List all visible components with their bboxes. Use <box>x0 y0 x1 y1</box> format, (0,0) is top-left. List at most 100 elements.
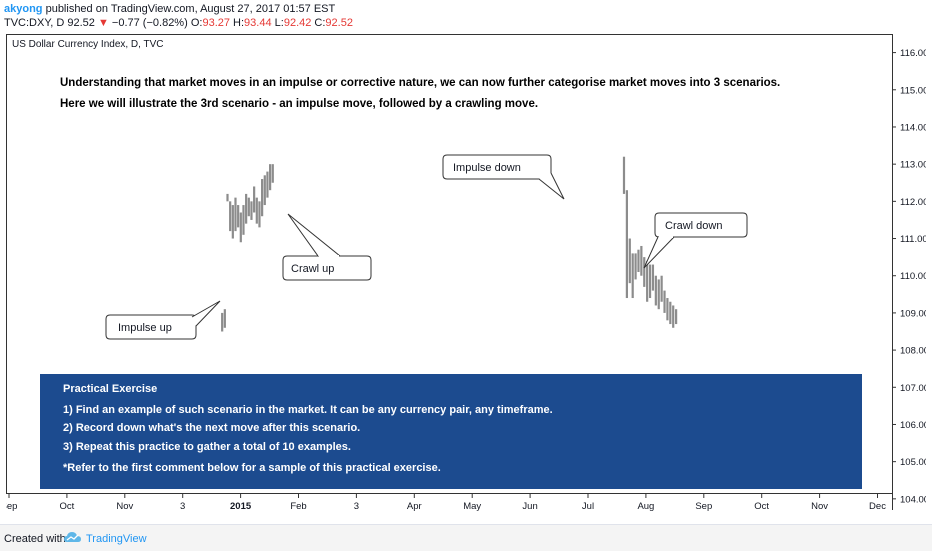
practical-exercise-box: Practical Exercise 1) Find an example of… <box>40 374 862 489</box>
exercise-background <box>40 374 862 489</box>
price-bar <box>675 309 678 325</box>
callout-crawl-down-text: Crawl down <box>665 220 722 232</box>
author-link[interactable]: akyong <box>4 3 43 15</box>
y-tick-label: 116.00 <box>900 48 926 59</box>
price-bar <box>640 245 643 276</box>
series-impulse-up-bars <box>221 164 274 332</box>
price-bar <box>221 312 224 332</box>
symbol-line: TVC:DXY, D 92.52 ▼ −0.77 (−0.82%) O:93.2… <box>4 17 353 29</box>
price-bar <box>226 193 229 202</box>
exercise-line-4: *Refer to the first comment below for a … <box>63 462 441 474</box>
price-bar <box>622 156 626 194</box>
price-bar <box>247 197 250 217</box>
price-bar <box>643 257 646 287</box>
price-bar <box>648 264 652 299</box>
price-bar <box>666 298 669 321</box>
price-bar <box>253 186 256 213</box>
price-chart[interactable]: US Dollar Currency Index, D, TVC Underst… <box>1 34 929 524</box>
price-bar <box>628 238 631 284</box>
exercise-line-2: 2) Record down what's the next move afte… <box>63 422 360 434</box>
price-bar <box>625 190 628 299</box>
price-bar <box>651 264 655 291</box>
price-bar <box>654 275 657 306</box>
high-label: H: <box>233 17 245 29</box>
series-impulse-down-bars <box>622 156 678 328</box>
y-tick-label: 106.00 <box>900 420 926 431</box>
x-tick-label: 3 <box>354 501 359 512</box>
low-label: L: <box>274 17 284 29</box>
price-bar <box>646 260 649 302</box>
y-tick-label: 115.00 <box>900 85 926 96</box>
low-value: 92.42 <box>283 17 312 29</box>
x-tick-label: 3 <box>180 501 185 512</box>
headline-2: Here we will illustrate the 3rd scenario… <box>60 98 538 110</box>
y-tick-label: 113.00 <box>900 160 926 171</box>
price-bar <box>237 205 240 228</box>
close-value: 92.52 <box>325 17 353 29</box>
price-bar <box>269 164 272 191</box>
callout-crawl-down: Crawl down <box>643 212 748 269</box>
y-tick-label: 111.00 <box>900 234 926 245</box>
y-axis[interactable]: 116.00 115.00 114.00 113.00 112.00 111.00 110.… <box>892 48 929 505</box>
x-tick-label: 2015 <box>230 501 252 512</box>
headline-1: Understanding that market moves in an im… <box>60 77 780 89</box>
y-tick-label: 104.00 <box>900 494 926 505</box>
down-arrow-icon: ▼ <box>97 17 109 29</box>
x-tick-label: Oct <box>754 501 769 512</box>
price-bar <box>663 290 666 313</box>
price-bar <box>634 253 637 280</box>
price-bar <box>258 201 261 228</box>
publish-line: akyong published on TradingView.com, Aug… <box>4 3 335 15</box>
price-bar <box>672 305 675 328</box>
x-tick-label: Apr <box>407 501 422 512</box>
price-bar <box>239 212 242 243</box>
open-value: 93.27 <box>202 17 230 29</box>
exercise-title: Practical Exercise <box>63 383 157 395</box>
y-tick-label: 110.00 <box>900 271 926 282</box>
chart-area[interactable]: US Dollar Currency Index, D, TVC Underst… <box>1 34 929 524</box>
y-tick-label: 107.00 <box>900 383 926 394</box>
callout-impulse-up: Impulse up <box>105 300 221 340</box>
price-bar <box>631 253 634 299</box>
footer-bar: Created with TradingView <box>0 524 932 551</box>
price-bar <box>660 275 663 302</box>
x-tick-label: Sep <box>695 501 712 512</box>
y-tick-label: 109.00 <box>900 308 926 319</box>
price-bar <box>261 179 264 217</box>
published-text: published on TradingView.com, August 27,… <box>45 3 336 15</box>
open-label: O: <box>190 17 203 29</box>
symbol-name[interactable]: TVC:DXY, D <box>4 17 65 29</box>
x-axis[interactable]: Sep Oct Nov 3 2015 Feb 3 Apr May Jun Jul Aug Sep Oct N… <box>1 493 892 513</box>
high-value: 93.44 <box>244 17 272 29</box>
x-tick-label: May <box>463 501 481 512</box>
y-tick-label: 112.00 <box>900 197 926 208</box>
exercise-line-3: 3) Repeat this practice to gather a tota… <box>63 441 351 453</box>
chart-title: US Dollar Currency Index, D, TVC <box>12 39 164 50</box>
price-bar <box>231 205 234 239</box>
tradingview-cloud-icon <box>64 532 81 542</box>
price-bar <box>242 205 245 235</box>
price-bar <box>255 197 258 224</box>
last-price: 92.52 <box>67 17 95 29</box>
x-tick-label: Aug <box>637 501 654 512</box>
x-tick-label: Nov <box>116 501 133 512</box>
x-tick-label: Sep <box>6 501 17 512</box>
close-label: C: <box>314 17 326 29</box>
x-tick-label: Dec <box>869 501 886 512</box>
callout-crawl-up: Crawl up <box>282 213 372 281</box>
callout-impulse-down-text: Impulse down <box>453 162 521 174</box>
price-bar <box>637 249 640 272</box>
exercise-line-1: 1) Find an example of such scenario in t… <box>63 404 553 416</box>
price-bar <box>234 197 237 232</box>
x-tick-label: Feb <box>290 501 306 512</box>
price-bar <box>245 193 248 224</box>
price-bar <box>229 201 232 232</box>
tradingview-brand-link[interactable]: TradingView <box>86 533 147 545</box>
created-with-text: Created with <box>4 533 66 545</box>
callout-impulse-down: Impulse down <box>442 154 565 200</box>
price-bar <box>271 164 274 183</box>
x-tick-label: Oct <box>60 501 75 512</box>
price-bar <box>669 301 672 325</box>
y-tick-label: 114.00 <box>900 122 926 133</box>
price-change: −0.77 (−0.82%) <box>111 17 188 29</box>
